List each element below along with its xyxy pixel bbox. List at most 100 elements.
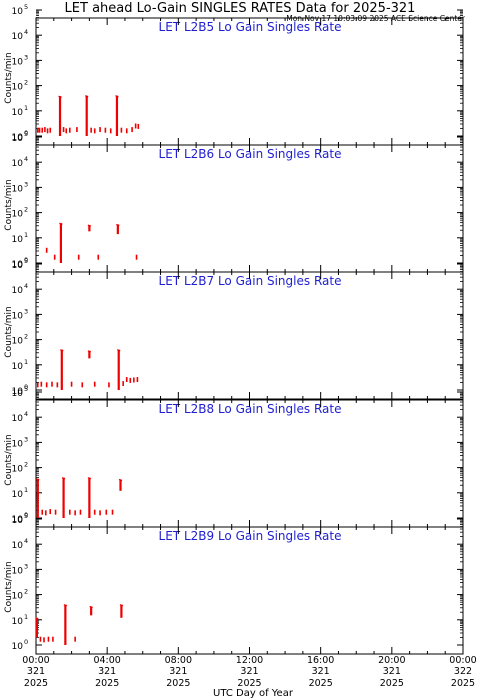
data-point [135, 254, 138, 260]
x-tick-year: 2025 [24, 678, 48, 689]
y-tick-exponent: 5 [24, 130, 28, 138]
data-point [54, 509, 57, 515]
y-tick-exponent: 2 [24, 206, 28, 214]
data-point [76, 127, 78, 133]
data-spike-cap [63, 604, 68, 607]
y-tick-exponent: 5 [24, 385, 28, 393]
x-tick-time: 16:00 [307, 655, 334, 666]
data-spike-cap [89, 605, 93, 609]
y-tick-exponent: 5 [24, 3, 28, 11]
data-point [122, 381, 124, 387]
page-title: LET ahead Lo-Gain SINGLES RATES Data for… [65, 1, 416, 16]
data-point [99, 127, 101, 133]
y-tick-exponent: 0 [24, 383, 28, 391]
data-point [99, 510, 101, 516]
data-spike-cap [36, 478, 40, 481]
x-tick-time: 04:00 [93, 655, 120, 666]
data-spike-cap [117, 349, 121, 352]
x-tick-year: 2025 [451, 678, 475, 689]
data-point [40, 381, 43, 387]
y-tick-exponent: 5 [24, 512, 28, 520]
data-point [90, 127, 92, 133]
y-tick-label: 10 [12, 159, 24, 169]
data-point [53, 254, 56, 260]
x-tick-year: 2025 [380, 678, 404, 689]
y-tick-exponent: 3 [24, 307, 28, 315]
y-tick-exponent: 0 [24, 129, 28, 137]
data-point [104, 127, 107, 133]
panel-frame [35, 399, 464, 528]
y-tick-exponent: 0 [24, 511, 28, 519]
y-axis-label: Counts/min [4, 561, 14, 612]
data-point [44, 127, 46, 133]
data-point [137, 123, 140, 129]
y-tick-label: 10 [12, 387, 24, 397]
data-point [133, 377, 135, 383]
data-point [47, 636, 50, 642]
data-point [52, 636, 54, 642]
y-tick-label: 10 [12, 516, 24, 526]
y-tick-exponent: 3 [24, 180, 28, 188]
y-tick-exponent: 1 [24, 358, 28, 366]
y-tick-label: 10 [12, 83, 24, 93]
y-tick-label: 10 [12, 439, 24, 449]
y-tick-label: 10 [12, 311, 24, 321]
data-spike-cap [58, 95, 62, 98]
data-point [41, 127, 44, 133]
data-spike-cap [84, 95, 89, 98]
y-tick-label: 10 [12, 57, 24, 67]
x-tick-year: 2025 [309, 678, 333, 689]
y-tick-exponent: 4 [24, 282, 28, 290]
y-tick-exponent: 2 [24, 461, 28, 469]
y-tick-label: 10 [12, 414, 24, 424]
y-tick-exponent: 5 [24, 257, 28, 265]
x-tick-time: 00:00 [449, 655, 476, 666]
data-point [81, 382, 84, 388]
data-spike-cap [115, 95, 119, 98]
y-tick-label: 10 [12, 566, 24, 576]
data-point [49, 127, 52, 133]
y-tick-label: 10 [12, 592, 24, 602]
y-tick-label: 10 [12, 541, 24, 551]
data-point [93, 509, 96, 515]
data-point [45, 382, 48, 388]
data-point [74, 510, 76, 516]
data-point [62, 127, 65, 133]
y-tick-label: 10 [12, 337, 24, 347]
y-axis-label: Counts/min [4, 179, 14, 230]
data-point [46, 128, 49, 134]
x-tick-year: 2025 [166, 678, 190, 689]
x-tick-time: 08:00 [165, 655, 192, 666]
data-point [120, 127, 123, 133]
y-tick-label: 10 [12, 617, 24, 627]
data-spike-cap [87, 477, 92, 480]
data-point [39, 636, 42, 642]
y-tick-exponent: 1 [24, 104, 28, 112]
data-spike-cap [116, 223, 120, 227]
data-point [43, 637, 45, 643]
y-tick-label: 10 [12, 286, 24, 296]
data-point [93, 128, 96, 134]
panel-frame [35, 17, 464, 146]
y-tick-exponent: 2 [24, 333, 28, 341]
data-point [125, 128, 128, 134]
x-tick-doy: 321 [169, 666, 187, 677]
y-tick-exponent: 4 [24, 537, 28, 545]
panel-title: LET L2B5 Lo Gain Singles Rate [159, 20, 342, 34]
y-tick-label: 10 [12, 235, 24, 245]
y-tick-exponent: 4 [24, 410, 28, 418]
x-tick-doy: 321 [27, 666, 45, 677]
data-point [69, 509, 71, 515]
x-axis-label: UTC Day of Year [213, 688, 294, 699]
data-spike-cap [87, 224, 92, 227]
y-tick-label: 10 [12, 362, 24, 372]
data-point [56, 382, 59, 388]
panel-frame [35, 526, 464, 655]
y-tick-label: 10 [12, 465, 24, 475]
y-tick-exponent: 4 [24, 28, 28, 36]
y-tick-label: 10 [12, 490, 24, 500]
x-tick-time: 00:00 [22, 655, 49, 666]
data-point [93, 381, 96, 387]
y-axis-label: Counts/min [4, 434, 14, 485]
